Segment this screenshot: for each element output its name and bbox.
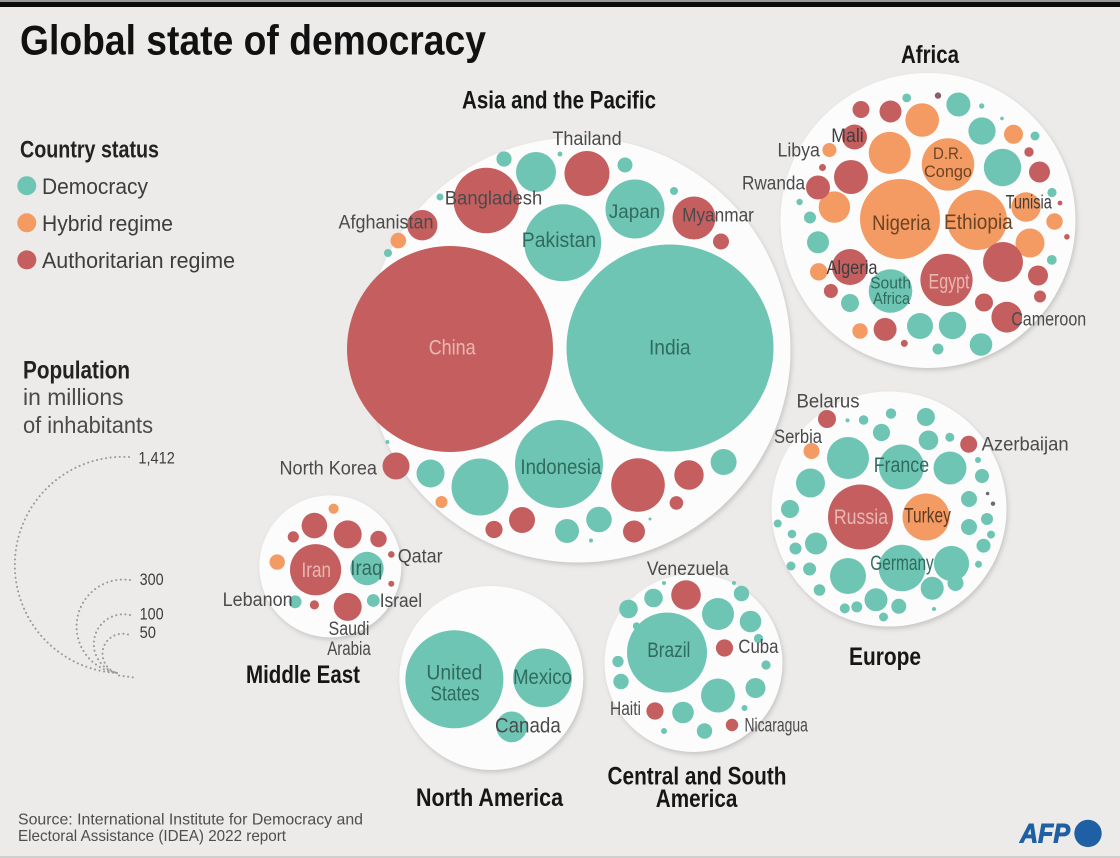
svg-text:Brazil: Brazil — [647, 639, 690, 662]
svg-text:Congo: Congo — [924, 162, 972, 181]
svg-text:States: States — [431, 682, 480, 705]
svg-text:Qatar: Qatar — [398, 547, 444, 568]
svg-text:Rwanda: Rwanda — [742, 173, 805, 194]
svg-text:Asia and the Pacific: Asia and the Pacific — [462, 87, 656, 115]
svg-text:Afghanistan: Afghanistan — [339, 212, 434, 233]
svg-text:Mexico: Mexico — [513, 666, 572, 689]
svg-text:Libya: Libya — [777, 140, 820, 161]
svg-text:1,412: 1,412 — [138, 449, 175, 468]
svg-text:Thailand: Thailand — [552, 129, 621, 150]
svg-text:India: India — [649, 337, 691, 360]
svg-text:50: 50 — [140, 623, 156, 642]
svg-text:China: China — [429, 337, 476, 360]
svg-text:Russia: Russia — [834, 506, 889, 529]
svg-text:AFP: AFP — [1019, 819, 1071, 849]
svg-text:Authoritarian regime: Authoritarian regime — [42, 248, 235, 273]
svg-text:Germany: Germany — [870, 552, 934, 575]
svg-text:Serbia: Serbia — [774, 427, 822, 448]
svg-text:Nigeria: Nigeria — [872, 212, 931, 235]
svg-text:Indonesia: Indonesia — [520, 456, 601, 479]
svg-text:D.R.: D.R. — [933, 144, 963, 163]
svg-text:Democracy: Democracy — [42, 174, 149, 199]
svg-text:300: 300 — [140, 570, 164, 589]
svg-text:in millions: in millions — [23, 384, 124, 410]
svg-text:Venezuela: Venezuela — [647, 559, 729, 580]
svg-text:Algeria: Algeria — [827, 258, 878, 279]
svg-text:Egypt: Egypt — [929, 270, 970, 293]
svg-text:France: France — [874, 454, 929, 477]
svg-text:North America: North America — [416, 784, 564, 812]
svg-text:Japan: Japan — [609, 202, 660, 223]
svg-text:Global state of democracy: Global state of democracy — [20, 17, 486, 64]
svg-text:Nicaragua: Nicaragua — [745, 716, 809, 737]
svg-text:Iran: Iran — [302, 559, 332, 582]
svg-text:Europe: Europe — [849, 643, 921, 671]
svg-text:Tunisia: Tunisia — [1006, 192, 1053, 213]
svg-text:Arabia: Arabia — [327, 639, 371, 660]
svg-text:Cameroon: Cameroon — [1011, 310, 1086, 331]
svg-text:Population: Population — [23, 357, 130, 385]
svg-text:America: America — [656, 785, 739, 813]
svg-text:Myanmar: Myanmar — [682, 205, 754, 226]
svg-text:Central and South: Central and South — [608, 763, 787, 791]
svg-text:Saudi: Saudi — [329, 619, 370, 640]
svg-text:Belarus: Belarus — [797, 391, 860, 412]
svg-text:Hybrid regime: Hybrid regime — [42, 211, 173, 236]
svg-text:Pakistan: Pakistan — [522, 229, 596, 252]
svg-text:United: United — [426, 661, 482, 684]
svg-text:Haiti: Haiti — [610, 699, 641, 720]
svg-text:North Korea: North Korea — [280, 459, 378, 480]
svg-text:Middle East: Middle East — [246, 661, 361, 689]
svg-text:Canada: Canada — [495, 715, 561, 738]
svg-text:100: 100 — [140, 605, 164, 624]
svg-text:Bangladesh: Bangladesh — [445, 188, 543, 209]
svg-text:Source: International Institut: Source: International Institute for Demo… — [18, 812, 363, 829]
svg-text:Electoral Assistance (IDEA) 20: Electoral Assistance (IDEA) 2022 report — [18, 828, 287, 845]
svg-text:Iraq: Iraq — [350, 557, 382, 580]
svg-text:Lebanon: Lebanon — [223, 590, 293, 611]
svg-text:Turkey: Turkey — [904, 505, 951, 528]
svg-text:South: South — [870, 273, 911, 292]
svg-text:Mali: Mali — [831, 126, 864, 147]
svg-text:Africa: Africa — [901, 41, 960, 69]
svg-text:Israel: Israel — [380, 591, 422, 612]
svg-text:Cuba: Cuba — [738, 637, 779, 658]
svg-text:Azerbaijan: Azerbaijan — [982, 435, 1069, 456]
svg-text:Africa: Africa — [873, 289, 910, 308]
svg-text:of inhabitants: of inhabitants — [23, 412, 153, 438]
svg-text:Country status: Country status — [20, 137, 159, 164]
svg-text:Ethiopia: Ethiopia — [944, 211, 1013, 234]
